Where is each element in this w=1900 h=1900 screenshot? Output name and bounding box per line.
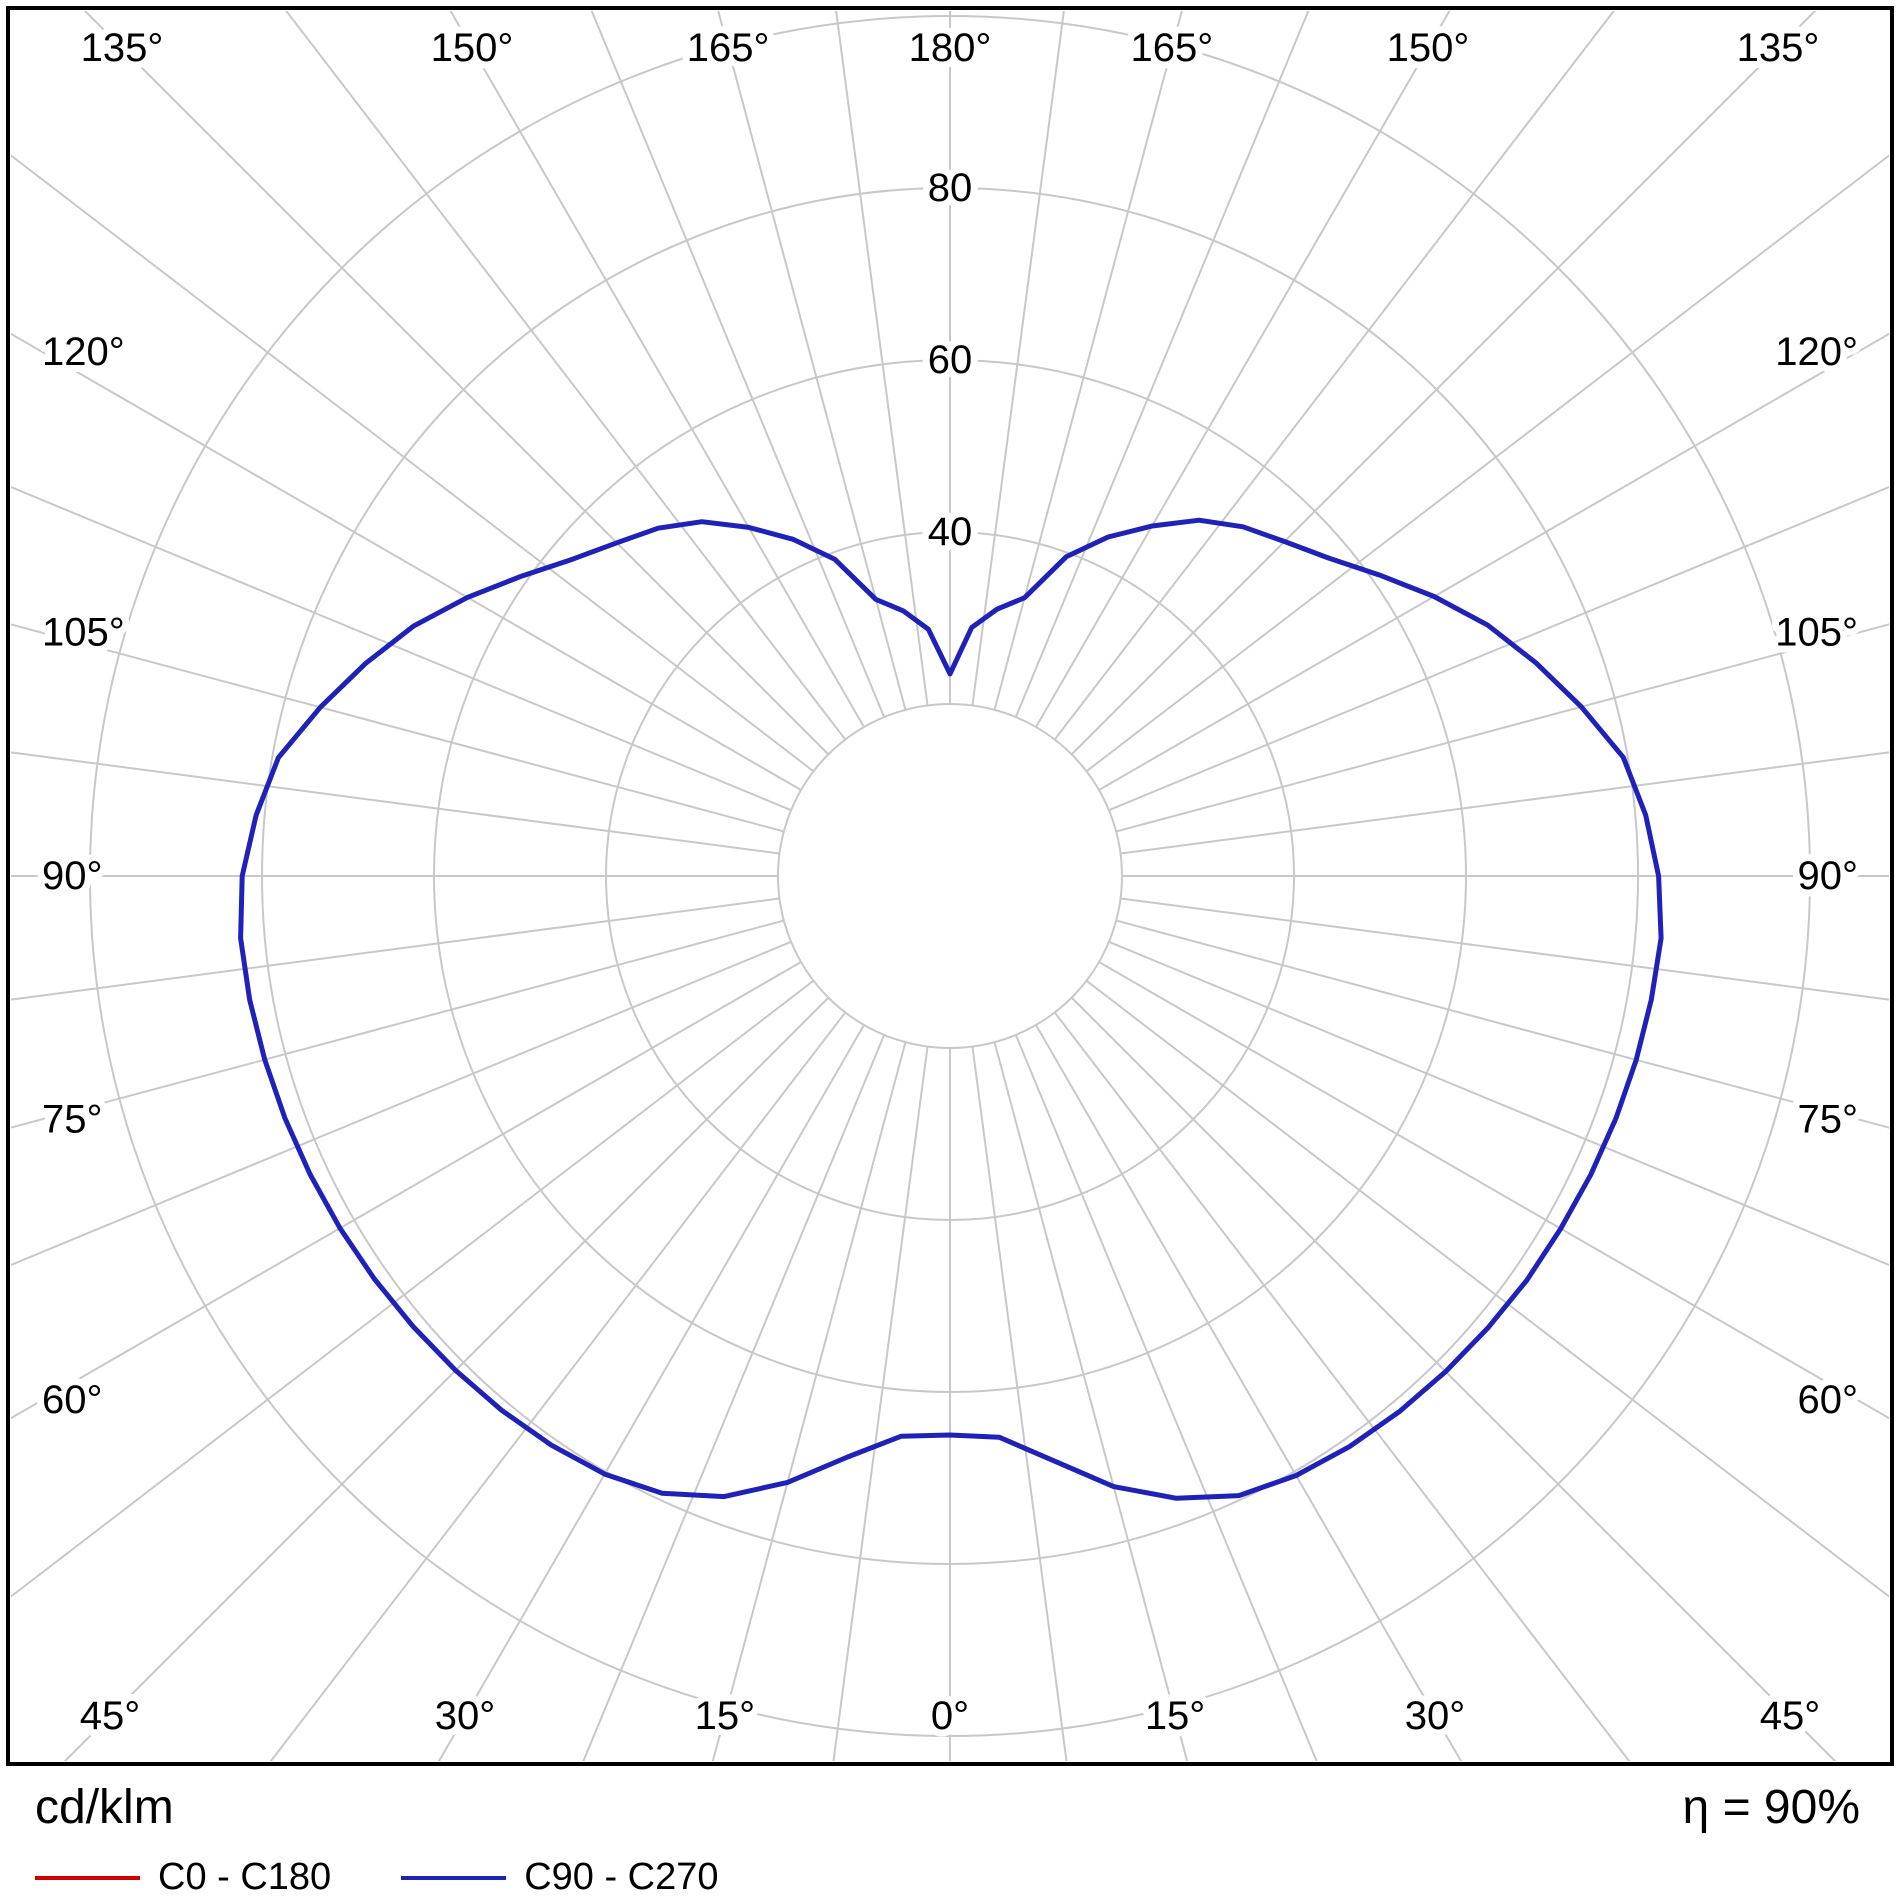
grid-spoke [11,940,792,1267]
legend-item-c0-c180: C0 - C180 [35,1856,331,1899]
grid-spoke [1085,154,1889,773]
grid-spoke [1098,332,1889,791]
grid-spoke [83,11,830,756]
grid-spoke [1053,1011,1631,1761]
intensity-curves [238,517,1664,1501]
legend: C0 - C180 C90 - C270 [35,1856,719,1899]
angle-label: 90° [42,854,103,898]
angle-label: 90° [1798,854,1859,898]
grid-spoke [11,154,815,773]
grid-spoke [971,11,1065,706]
grid-spoke [11,979,815,1598]
grid-ring [605,531,1295,1221]
angle-label: 105° [1775,611,1858,655]
polar-plot-svg: 0° 15° 15° 30° 30° 45° 45° 60° 60° 75° 75° 90° 90° 10… [6,6,1894,1766]
angle-label: 150° [431,26,514,70]
grid-spoke [1120,897,1889,1001]
angle-label: 30° [1405,1694,1466,1738]
grid-spoke [1070,11,1817,756]
grid-spoke [971,1046,1068,1761]
grid-spoke [993,1041,1189,1761]
units-label: cd/klm [35,1781,174,1834]
grid-spoke [1108,940,1889,1267]
grid-spoke [717,11,907,711]
grid-spoke [1014,1034,1318,1761]
grid-spoke [835,11,929,706]
radial-tick-label: 80 [928,166,973,210]
angle-label: 120° [42,330,125,374]
chart-footer: cd/klm η = 90% C0 - C180 C90 - C270 [0,1772,1900,1900]
angle-label: 165° [687,26,770,70]
angle-label: 60° [1798,1378,1859,1422]
grid-spoke [1035,11,1451,728]
angle-label: 120° [1775,330,1858,374]
grid-ring [261,187,1639,1565]
grid-spoke [590,11,886,718]
grid-spoke [1115,623,1889,833]
grid-spoke [285,11,847,741]
grid-spoke [1035,1024,1463,1761]
angle-label: 75° [1798,1097,1859,1141]
grid-spoke [832,1046,929,1761]
angle-label: 15° [1145,1694,1206,1738]
angle-label: 75° [42,1097,103,1141]
grid-spoke [11,961,802,1420]
grid-spoke [1115,919,1889,1129]
grid-spoke [11,332,802,791]
grid-spoke [11,623,785,833]
angle-label: 135° [81,26,164,70]
angle-label: 165° [1130,26,1213,70]
grid-ring [433,359,1467,1393]
angle-label: 45° [80,1694,141,1738]
angle-label: 60° [42,1378,103,1422]
grid-spoke [269,1011,847,1761]
legend-line-c0-c180-icon [35,1875,140,1880]
efficiency-label: η = 90% [1682,1781,1860,1834]
grid-ring [777,703,1123,1049]
grid-spoke [582,1034,886,1761]
grid-spoke [1085,979,1889,1598]
grid-spoke [1014,11,1310,718]
grid-spoke [993,11,1183,711]
angle-label: 45° [1760,1694,1821,1738]
grid-spoke [63,996,830,1761]
legend-item-c90-c270: C90 - C270 [401,1856,719,1899]
grid-spoke [11,919,785,1129]
grid-spoke [11,485,792,812]
angle-label: 150° [1387,26,1470,70]
grid-spoke [11,751,780,855]
radial-tick-label: 60 [928,338,973,382]
legend-label-c90-c270: C90 - C270 [524,1856,719,1898]
grid-spoke [1098,961,1889,1420]
grid-ring [89,15,1811,1737]
grid-spoke [437,1024,865,1761]
angle-label: 180° [909,26,992,70]
grid-labels: 0° 15° 15° 30° 30° 45° 45° 60° 60° 75° 75° 90° 90° 10… [35,19,1865,1745]
plot-border [6,6,1894,1766]
polar-grid [11,11,1889,1761]
grid-spoke [1108,485,1889,812]
grid-spoke [1070,996,1837,1761]
angle-label: 15° [695,1694,756,1738]
grid-spoke [1053,11,1615,741]
grid-spoke [711,1041,907,1761]
legend-label-c0-c180: C0 - C180 [158,1856,332,1898]
angle-label: 105° [42,611,125,655]
angle-label: 135° [1737,26,1820,70]
grid-spoke [1120,751,1889,855]
legend-line-c90-c270-icon [401,1875,507,1880]
angle-label: 30° [435,1694,496,1738]
grid-spoke [11,897,780,1001]
angle-label: 0° [931,1694,969,1738]
radial-tick-label: 40 [928,510,973,554]
grid-spoke [449,11,865,728]
c90-c270-curve [238,517,1664,1501]
